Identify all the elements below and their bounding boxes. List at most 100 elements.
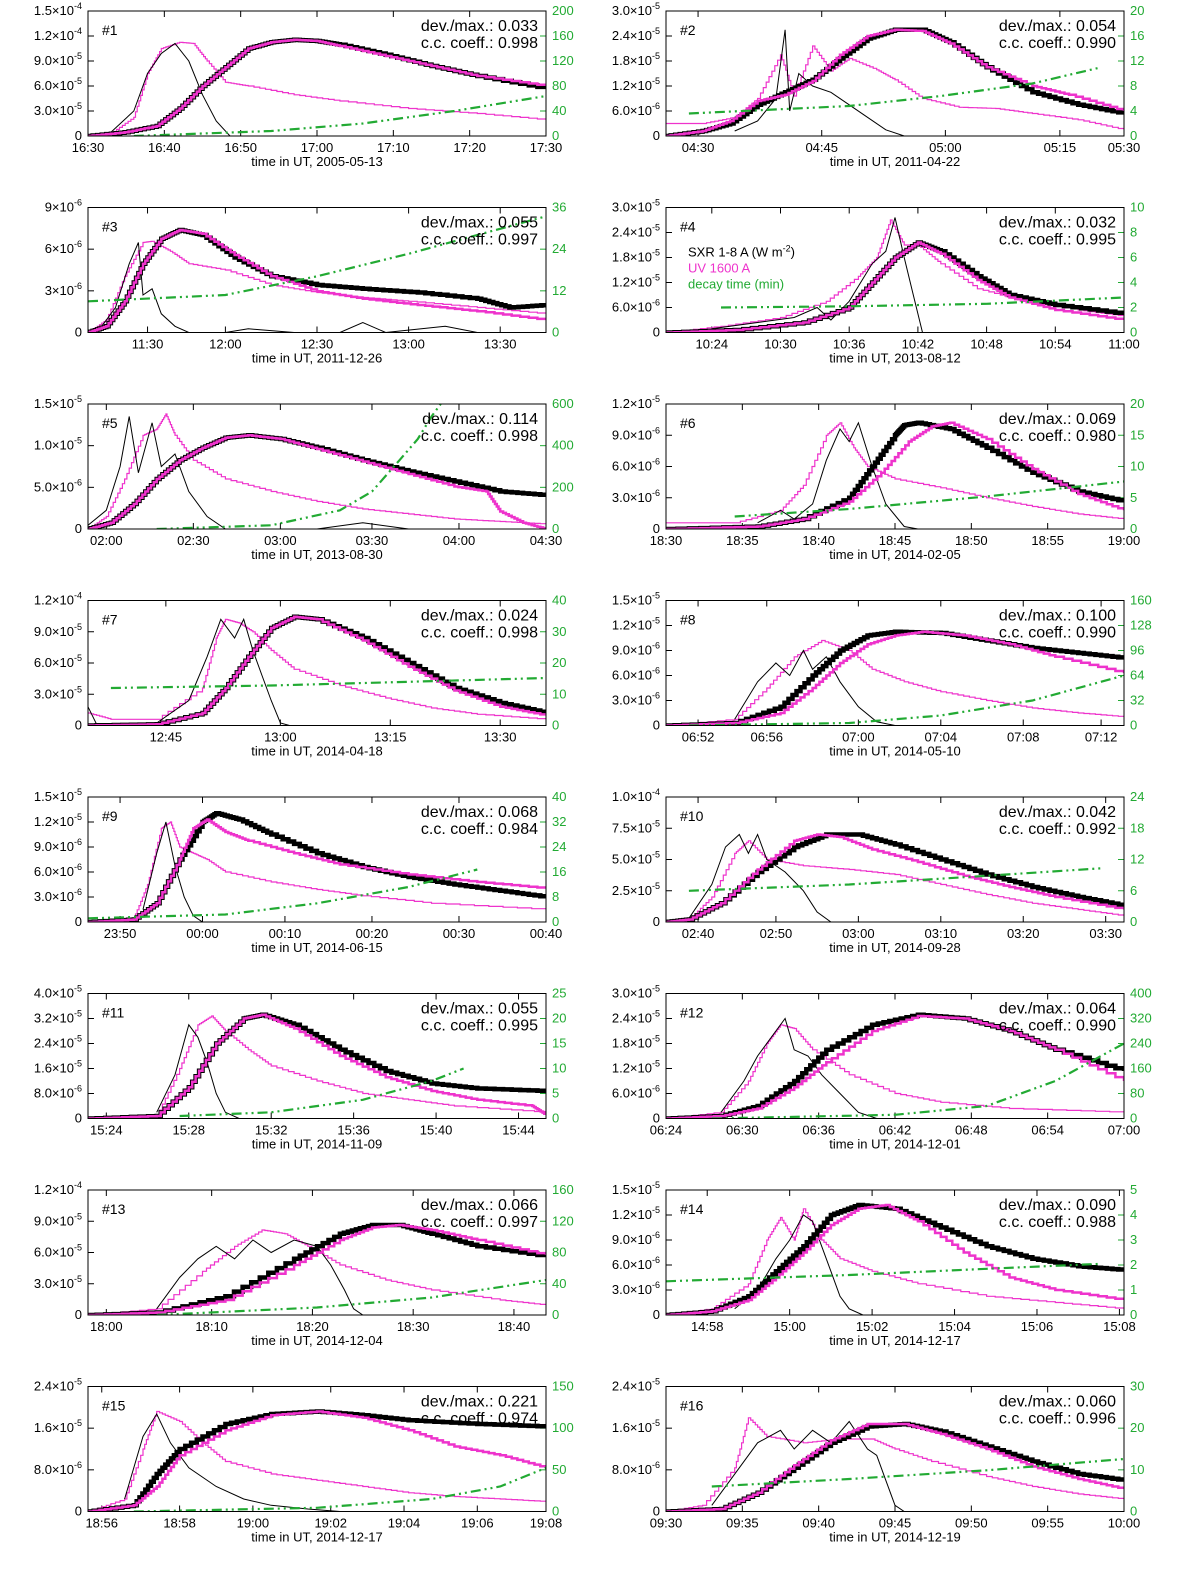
y2-tick-label: 600 (552, 396, 574, 411)
y-tick-mantissa: 1.8×10 (612, 53, 652, 68)
y-tick-label: 5.0×10-6 (34, 477, 82, 494)
y-tick-exponent: -5 (74, 394, 82, 404)
plot-area (88, 1409, 546, 1512)
x-axis-title: time in UT, 2014-12-01 (829, 1137, 961, 1152)
x-tick-label: 04:00 (443, 533, 476, 548)
dev-max-stat: dev./max.: 0.055 (421, 215, 538, 232)
y-tick-exponent: -6 (74, 837, 82, 847)
decay-time-curve (179, 1067, 464, 1118)
y-tick-label: 0 (653, 914, 660, 929)
y2-tick-label: 0 (1130, 718, 1137, 733)
x-tick-label: 00:00 (186, 926, 219, 941)
x-axis-title: time in UT, 2014-11-09 (252, 1137, 383, 1152)
y-tick-exponent: -4 (74, 1, 82, 11)
x-tick-label: 11:30 (132, 337, 164, 352)
plot-area (88, 614, 546, 726)
decay-time-curve (688, 867, 1102, 892)
uv-raw-curve (666, 1024, 1124, 1119)
x-tick-label: 17:10 (377, 140, 410, 155)
y-tick-label: 2.4×10-5 (612, 26, 660, 43)
y-tick-mantissa: 0 (653, 1504, 660, 1519)
y2-tick-label: 8 (1130, 78, 1137, 93)
y2-tick-label: 12 (1130, 53, 1144, 68)
plot-frame (87, 207, 547, 333)
y2-tick-label: 400 (1130, 986, 1152, 1001)
x-tick-label: 10:54 (1039, 337, 1072, 352)
y-tick-exponent: -5 (652, 850, 660, 860)
x-tick-label: 03:10 (925, 926, 958, 941)
y2-tick-label: 150 (552, 1379, 574, 1394)
y-tick-mantissa: 6.0×10 (612, 668, 652, 683)
y-tick-mantissa: 0 (653, 914, 660, 929)
y-tick-label: 3.0×10-5 (34, 1274, 82, 1291)
uv-raw-curve (666, 422, 1124, 524)
y-tick-mantissa: 4.0×10 (34, 986, 74, 1001)
y2-tick-label: 30 (1130, 1379, 1144, 1394)
x-tick-label: 18:50 (955, 533, 988, 548)
sxr-derivative-curve (156, 1239, 364, 1315)
cc-coeff-stat: c.c. coeff.: 0.995 (421, 1018, 538, 1035)
x-tick-label: 10:30 (764, 337, 797, 352)
x-tick-label: 09:30 (650, 1516, 683, 1531)
y2-tick-label: 80 (552, 78, 566, 93)
x-tick-label: 18:58 (163, 1516, 196, 1531)
y-tick-label: 0 (75, 128, 82, 143)
plot-frame (87, 993, 547, 1119)
y-tick-mantissa: 1.5×10 (34, 396, 74, 411)
plot-frame (87, 796, 547, 923)
x-tick-label: 15:28 (172, 1123, 205, 1138)
y2-tick-label: 120 (552, 53, 574, 68)
y-tick-label: 1.2×10-5 (612, 394, 660, 411)
panel-number: #3 (102, 219, 118, 235)
x-tick-label: 18:40 (498, 1319, 531, 1334)
y-tick-exponent: -6 (652, 457, 660, 467)
x-tick-label: 02:50 (760, 926, 793, 941)
y-tick-exponent: -5 (652, 616, 660, 626)
y-tick-mantissa: 0 (75, 718, 82, 733)
y-tick-label: 1.2×10-5 (612, 273, 660, 290)
plot-frame (665, 207, 1125, 333)
sxr-derivative-curve (711, 1420, 905, 1512)
sxr-flux-curve (666, 832, 1124, 922)
x-tick-label: 06:24 (650, 1123, 683, 1138)
y-tick-exponent: -5 (652, 223, 660, 233)
x-tick-label: 23:50 (104, 926, 137, 941)
y-tick-exponent: -6 (74, 477, 82, 487)
y-tick-mantissa: 9.0×10 (34, 839, 74, 854)
y2-tick-label: 16 (1130, 28, 1144, 43)
x-tick-label: 06:52 (682, 730, 715, 745)
y-tick-mantissa: 1.5×10 (34, 3, 74, 18)
y-tick-exponent: -5 (652, 591, 660, 601)
y-tick-mantissa: 3.0×10 (612, 986, 652, 1001)
y-tick-label: 6.0×10-6 (34, 862, 82, 879)
y2-tick-label: 120 (552, 1213, 574, 1228)
x-axis-title: time in UT, 2013-08-30 (251, 547, 383, 562)
y-tick-mantissa: 9.0×10 (612, 643, 652, 658)
y-tick-exponent: -5 (652, 818, 660, 828)
y2-tick-label: 128 (1130, 618, 1152, 633)
x-tick-label: 04:30 (682, 140, 715, 155)
y-tick-mantissa: 1.2×10 (34, 28, 74, 43)
y2-tick-label: 30 (552, 624, 566, 639)
uv-model-curve (88, 38, 546, 136)
y-tick-label: 9.0×10-6 (34, 837, 82, 854)
y-tick-exponent: -6 (74, 1084, 82, 1094)
y-tick-label: 2.5×10-5 (612, 881, 660, 898)
y-tick-mantissa: 8.0×10 (612, 1462, 652, 1477)
y-tick-label: 9.0×10-6 (612, 1230, 660, 1247)
cc-coeff-stat: c.c. coeff.: 0.997 (421, 232, 538, 249)
y2-tick-label: 3 (1130, 1232, 1137, 1247)
y-tick-exponent: -5 (74, 1418, 82, 1428)
plot-frame (665, 1189, 1125, 1316)
y-tick-label: 3.0×10-5 (612, 1, 660, 18)
y-tick-label: 1.0×10-4 (612, 787, 660, 804)
y-tick-label: 1.5×10-5 (612, 1180, 660, 1197)
uv-raw-curve (88, 41, 546, 136)
dev-max-stat: dev./max.: 0.064 (999, 1001, 1116, 1018)
y-tick-mantissa: 2.5×10 (612, 883, 652, 898)
y-tick-label: 0 (75, 1111, 82, 1126)
plot-frame (665, 1386, 1125, 1512)
y-tick-exponent: -6 (652, 666, 660, 676)
decay-time-curve (711, 1457, 1124, 1488)
